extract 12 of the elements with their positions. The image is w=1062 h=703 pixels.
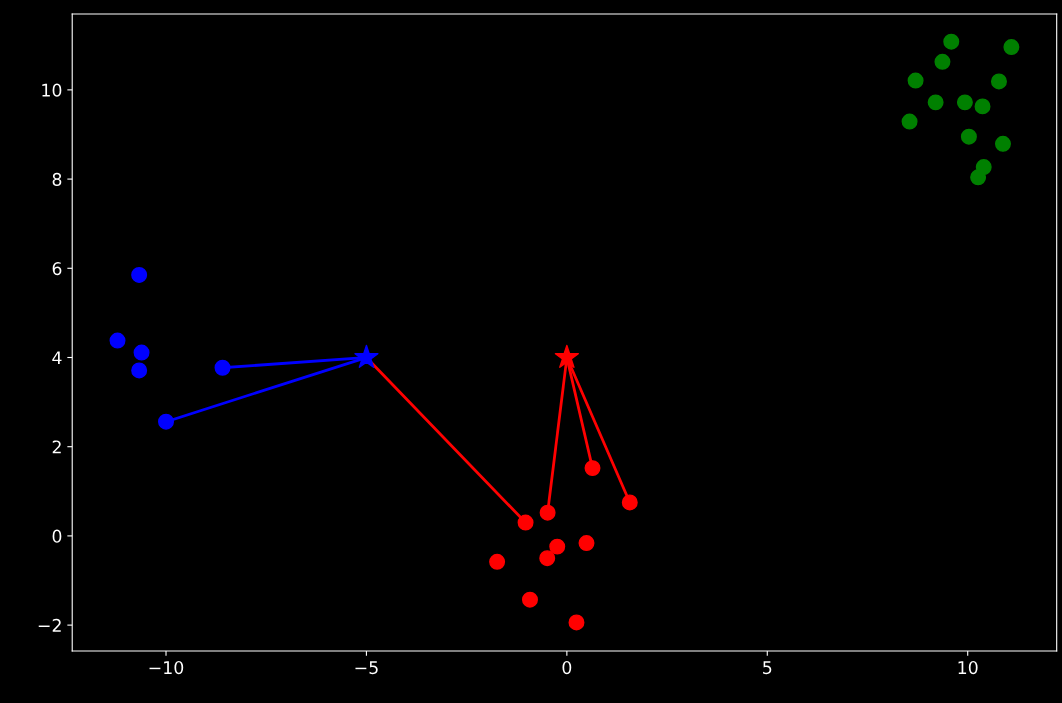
y-tick-label: 2 bbox=[52, 440, 61, 454]
y-tick-label: 6 bbox=[52, 262, 62, 276]
x-tick-label: −10 bbox=[149, 661, 184, 675]
x-tick-label: −5 bbox=[355, 661, 378, 675]
x-tick-label: 0 bbox=[562, 661, 572, 675]
y-tick-label: 8 bbox=[52, 172, 62, 186]
y-tick-label: 0 bbox=[52, 529, 62, 543]
y-tick-label: 4 bbox=[52, 351, 62, 365]
y-tick-label: −2 bbox=[38, 618, 61, 632]
y-tick-label: 10 bbox=[42, 83, 62, 97]
x-tick-label: 5 bbox=[763, 661, 772, 675]
x-tick-label: 10 bbox=[958, 661, 978, 675]
